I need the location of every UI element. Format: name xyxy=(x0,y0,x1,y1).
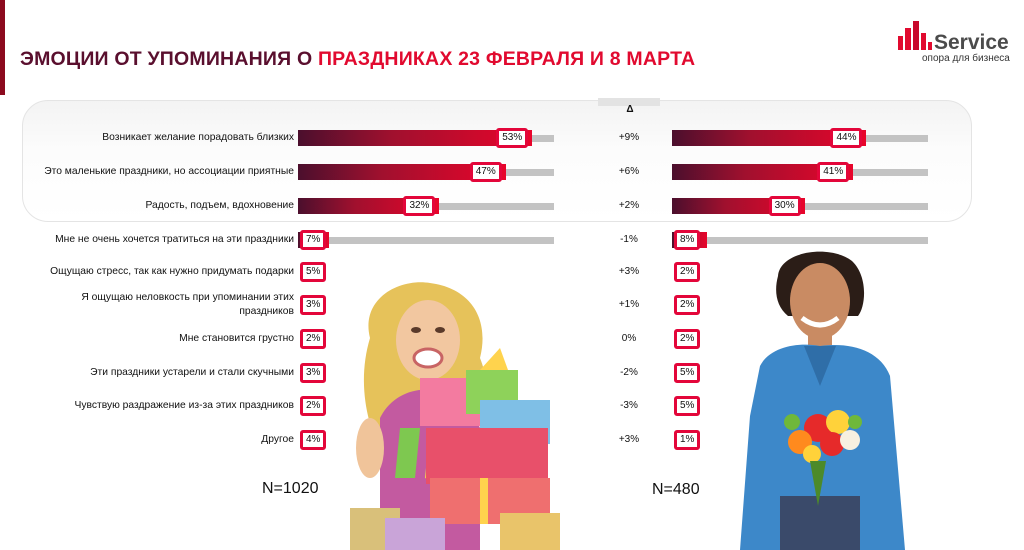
left-value-label-row-3: 32% xyxy=(403,196,436,216)
left-bar-row-1 xyxy=(298,130,533,146)
woman-with-gifts-image xyxy=(350,282,560,550)
left-track-row-4 xyxy=(298,237,554,244)
right-value-label-row-3: 30% xyxy=(768,196,801,216)
category-label-row-3: Радость, подъем, вдохновение xyxy=(145,200,294,211)
category-label-row-2: Это маленькие праздники, но ассоциации п… xyxy=(44,166,294,177)
category-label-row-9: Чувствую раздражение из-за этих праздник… xyxy=(74,400,294,411)
right-value-label-row-9: 5% xyxy=(674,396,701,416)
right-value-label-row-8: 5% xyxy=(674,363,701,383)
delta-column-header: Δ xyxy=(626,104,634,115)
left-value-label-row-8: 3% xyxy=(300,363,327,383)
left-value-label-row-2: 47% xyxy=(469,162,502,182)
company-logo: Service опора для бизнеса xyxy=(896,18,1016,66)
right-track-row-4 xyxy=(672,237,928,244)
right-value-label-row-6: 2% xyxy=(674,295,701,315)
category-label-row-6: Я ощущаю неловкость при упоминании этих … xyxy=(81,292,294,317)
right-bar-row-2 xyxy=(672,164,854,180)
category-label-row-10: Другое xyxy=(261,434,294,445)
category-label-row-7: Мне становится грустно xyxy=(179,333,294,344)
category-label-row-8: Эти праздники устарели и стали скучными xyxy=(90,367,294,378)
man-with-flowers-image xyxy=(740,251,905,550)
delta-value-row-4: -1% xyxy=(620,234,638,245)
delta-value-row-8: -2% xyxy=(620,367,638,378)
delta-value-row-9: -3% xyxy=(620,400,638,411)
right-value-label-row-5: 2% xyxy=(674,262,701,282)
category-label-row-5: Ощущаю стресс, так как нужно придумать п… xyxy=(50,266,294,277)
category-label-row-1: Возникает желание порадовать близких xyxy=(102,132,294,143)
delta-value-row-7: 0% xyxy=(621,333,637,344)
title-part-2: ПРАЗДНИКАХ 23 ФЕВРАЛЯ И 8 МАРТА xyxy=(317,48,696,70)
right-value-label-row-10: 1% xyxy=(674,430,701,450)
sample-size-right: N=480 xyxy=(652,481,700,498)
left-accent-strip xyxy=(0,0,5,95)
right-value-label-row-1: 44% xyxy=(830,128,863,148)
sample-size-left: N=1020 xyxy=(262,480,319,497)
left-value-label-row-9: 2% xyxy=(300,396,327,416)
left-bar-row-2 xyxy=(298,164,506,180)
delta-value-row-6: +1% xyxy=(618,299,640,310)
logo-name: Service xyxy=(934,31,1009,54)
category-label-row-4: Мне не очень хочется тратиться на эти пр… xyxy=(55,234,294,245)
page-title: ЭМОЦИИ ОТ УПОМИНАНИЯ О ПРАЗДНИКАХ 23 ФЕВ… xyxy=(20,48,695,71)
left-value-label-row-5: 5% xyxy=(300,262,327,282)
left-value-label-row-7: 2% xyxy=(300,329,327,349)
logo-bars-icon xyxy=(898,21,932,50)
delta-value-row-10: +3% xyxy=(618,434,640,445)
delta-value-row-3: +2% xyxy=(618,200,640,211)
right-value-label-row-2: 41% xyxy=(817,162,850,182)
left-value-label-row-4: 7% xyxy=(300,230,327,250)
left-value-label-row-1: 53% xyxy=(496,128,529,148)
left-value-label-row-6: 3% xyxy=(300,295,327,315)
logo-tagline: опора для бизнеса xyxy=(922,53,1010,64)
left-value-label-row-10: 4% xyxy=(300,430,327,450)
right-value-label-row-4: 8% xyxy=(674,230,701,250)
chart-panel-background xyxy=(22,100,972,222)
delta-value-row-2: +6% xyxy=(618,166,640,177)
right-value-label-row-7: 2% xyxy=(674,329,701,349)
delta-header-background xyxy=(598,98,660,106)
delta-value-row-5: +3% xyxy=(618,266,640,277)
title-part-1: ЭМОЦИИ ОТ УПОМИНАНИЯ О xyxy=(20,48,318,70)
right-bar-row-1 xyxy=(672,130,867,146)
delta-value-row-1: +9% xyxy=(618,132,640,143)
